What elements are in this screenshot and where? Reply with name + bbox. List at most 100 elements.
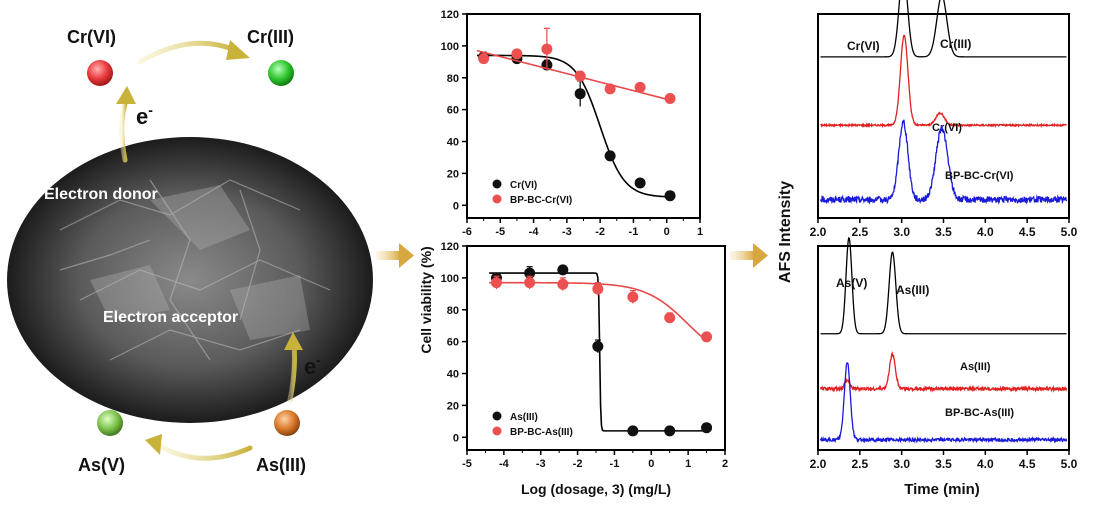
data-point bbox=[478, 53, 490, 65]
rock-texture bbox=[59, 179, 331, 361]
data-point bbox=[701, 331, 713, 343]
data-point bbox=[604, 83, 616, 95]
y-tick-label: 60 bbox=[447, 337, 459, 349]
data-point bbox=[524, 277, 536, 289]
x-tick-label: -6 bbox=[462, 226, 472, 238]
x-tick-label: 3.5 bbox=[935, 225, 952, 239]
x-tick-label: -1 bbox=[629, 226, 639, 238]
data-point bbox=[557, 264, 569, 276]
data-point bbox=[634, 81, 646, 93]
x-tick-label: 1 bbox=[697, 226, 703, 238]
redox-scheme: Electron donor Electron acceptor Cr(VI) … bbox=[7, 27, 373, 475]
x-tick-label: 5.0 bbox=[1061, 457, 1078, 471]
x-tick-label: 4.5 bbox=[1019, 457, 1036, 471]
x-tick-label: 4.0 bbox=[977, 457, 994, 471]
electron-label-top: e- bbox=[136, 102, 153, 129]
chromatogram-trace bbox=[819, 351, 1068, 393]
legend-label: As(III) bbox=[510, 412, 538, 423]
cr6-label: Cr(VI) bbox=[67, 27, 116, 47]
cr3-sphere bbox=[268, 60, 294, 86]
electron-transfer-arrow-top bbox=[116, 86, 136, 163]
chromatogram-trace bbox=[820, 0, 1067, 58]
x-tick-label: 3.0 bbox=[893, 457, 910, 471]
data-point bbox=[664, 92, 676, 104]
viability-x-axis-title: Log (dosage, 3) (mg/L) bbox=[521, 481, 671, 497]
y-tick-label: 100 bbox=[441, 273, 459, 285]
x-tick-label: 0 bbox=[648, 458, 654, 470]
data-point bbox=[574, 88, 586, 100]
x-tick-label: -5 bbox=[495, 226, 505, 238]
y-tick-label: 60 bbox=[447, 105, 459, 117]
x-tick-label: 2.5 bbox=[851, 457, 868, 471]
data-point bbox=[627, 291, 639, 303]
as5-label: As(V) bbox=[78, 455, 125, 475]
trace-label: As(III) bbox=[960, 361, 991, 373]
x-tick-label: -5 bbox=[462, 458, 472, 470]
legend-marker bbox=[492, 426, 502, 436]
fit-curve-control bbox=[476, 54, 671, 198]
x-tick-label: 4.5 bbox=[1019, 225, 1036, 239]
as-afs-chart: 2.0 2.5 3.0 3.5 4.0 4.5 5.0 As(III) BP-BC-As(III… bbox=[810, 237, 1078, 471]
chromatogram-trace bbox=[819, 361, 1068, 444]
y-tick-label: 40 bbox=[447, 137, 459, 149]
x-tick-label: -4 bbox=[529, 226, 540, 238]
x-tick-label: 2.0 bbox=[810, 457, 827, 471]
x-tick-label: 0 bbox=[664, 226, 670, 238]
y-tick-label: 80 bbox=[447, 305, 459, 317]
peak-annotation: As(III) bbox=[896, 283, 929, 297]
chromatogram-trace bbox=[819, 119, 1068, 205]
cr-reduction-arrow bbox=[137, 40, 250, 65]
trace-label: BP-BC-As(III) bbox=[945, 407, 1014, 419]
y-tick-label: 20 bbox=[447, 400, 459, 412]
x-tick-label: 3.0 bbox=[893, 225, 910, 239]
x-tick-label: 2.0 bbox=[810, 225, 827, 239]
y-tick-label: 20 bbox=[447, 168, 459, 180]
x-tick-label: -2 bbox=[573, 458, 583, 470]
data-point bbox=[664, 312, 676, 324]
viability-y-axis-title: Cell viability (%) bbox=[418, 246, 434, 353]
y-tick-label: 120 bbox=[441, 9, 459, 21]
peak-annotation: Cr(VI) bbox=[847, 39, 880, 53]
data-point bbox=[490, 277, 502, 289]
legend-marker bbox=[492, 179, 502, 189]
y-tick-label: 0 bbox=[453, 200, 459, 212]
y-tick-label: 100 bbox=[441, 41, 459, 53]
legend-marker bbox=[492, 194, 502, 204]
data-point bbox=[634, 177, 646, 189]
cr6-sphere bbox=[87, 60, 113, 86]
y-tick-label: 80 bbox=[447, 73, 459, 85]
peak-annotation: Cr(III) bbox=[940, 37, 971, 51]
as5-sphere bbox=[97, 410, 123, 436]
cr-afs-chart: 2.0 2.5 3.0 3.5 4.0 4.5 5.0 Cr(VI) BP-BC-Cr(VI) C… bbox=[810, 0, 1078, 239]
legend-marker bbox=[492, 411, 502, 421]
data-point bbox=[511, 48, 523, 60]
plot-frame bbox=[466, 13, 701, 219]
x-tick-label: 5.0 bbox=[1061, 225, 1078, 239]
data-point bbox=[627, 425, 639, 437]
data-point bbox=[604, 150, 616, 162]
x-tick-label: -1 bbox=[610, 458, 620, 470]
y-tick-label: 0 bbox=[453, 432, 459, 444]
chromatogram-trace bbox=[819, 34, 1067, 129]
as-oxidation-arrow bbox=[145, 434, 253, 461]
x-tick-label: 1 bbox=[685, 458, 691, 470]
flow-arrow-right bbox=[730, 243, 768, 268]
trace-label: Cr(VI) bbox=[932, 122, 962, 134]
afs-y-axis-title: AFS Intensity bbox=[777, 181, 794, 283]
data-point bbox=[664, 190, 676, 202]
as3-label: As(III) bbox=[256, 455, 306, 475]
afs-x-axis-title: Time (min) bbox=[904, 481, 980, 498]
electron-transfer-arrow-bottom bbox=[284, 332, 303, 403]
data-point bbox=[541, 43, 553, 55]
biochar-particle-image bbox=[7, 137, 373, 423]
cr-viability-chart: -6 -5 -4 -3 -2 -1 0 1020406080100120Cr(VI)BP-BC… bbox=[441, 9, 703, 238]
electron-acceptor-label: Electron acceptor bbox=[103, 309, 238, 326]
electron-donor-label: Electron donor bbox=[44, 186, 158, 203]
legend-label: BP-BC-As(III) bbox=[510, 427, 573, 438]
trace-label: BP-BC-Cr(VI) bbox=[945, 170, 1014, 182]
chromatogram-trace bbox=[820, 237, 1067, 335]
data-point bbox=[664, 425, 676, 437]
x-tick-label: 3.5 bbox=[935, 457, 952, 471]
data-point bbox=[701, 422, 713, 434]
legend-label: Cr(VI) bbox=[510, 180, 537, 191]
